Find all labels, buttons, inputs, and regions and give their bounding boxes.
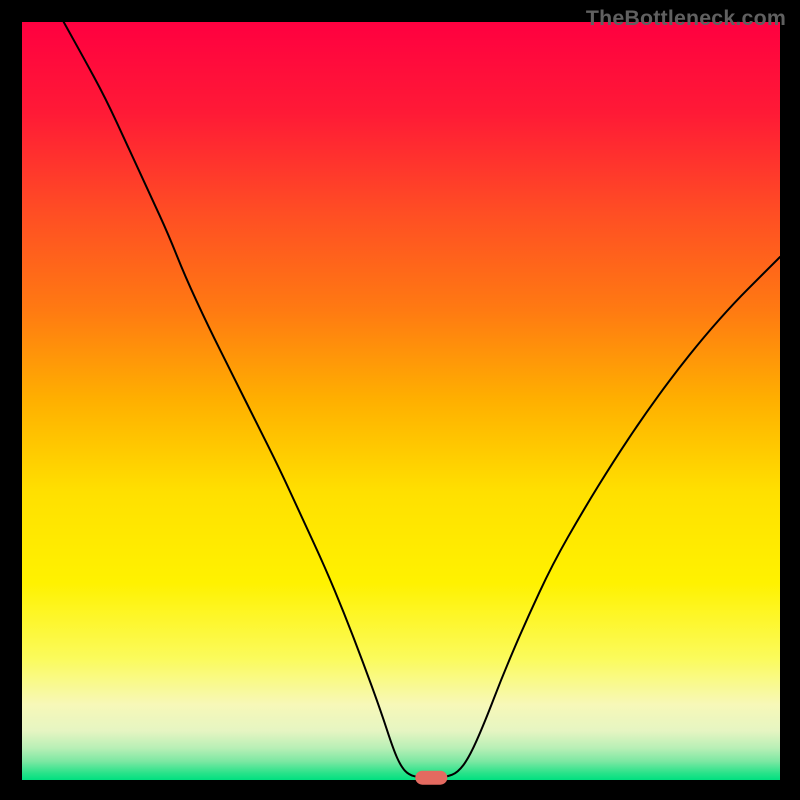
chart-stage: TheBottleneck.com [0, 0, 800, 800]
plot-background-gradient [22, 22, 780, 780]
bottleneck-chart [0, 0, 800, 800]
minimum-marker [415, 771, 447, 785]
